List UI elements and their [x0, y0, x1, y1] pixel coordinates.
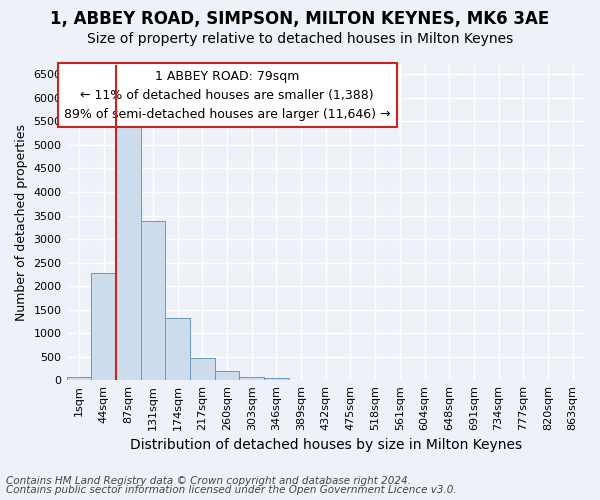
Y-axis label: Number of detached properties: Number of detached properties — [15, 124, 28, 321]
Text: 1, ABBEY ROAD, SIMPSON, MILTON KEYNES, MK6 3AE: 1, ABBEY ROAD, SIMPSON, MILTON KEYNES, M… — [50, 10, 550, 28]
Text: Contains HM Land Registry data © Crown copyright and database right 2024.: Contains HM Land Registry data © Crown c… — [6, 476, 411, 486]
Bar — [264, 378, 289, 380]
Text: Contains public sector information licensed under the Open Government Licence v3: Contains public sector information licen… — [6, 485, 457, 495]
Bar — [165, 318, 190, 380]
Text: 1 ABBEY ROAD: 79sqm
← 11% of detached houses are smaller (1,388)
89% of semi-det: 1 ABBEY ROAD: 79sqm ← 11% of detached ho… — [64, 70, 391, 120]
Bar — [91, 273, 116, 380]
Bar — [67, 377, 91, 380]
Bar — [190, 358, 215, 380]
Bar — [215, 372, 239, 380]
Bar — [140, 221, 165, 380]
Text: Size of property relative to detached houses in Milton Keynes: Size of property relative to detached ho… — [87, 32, 513, 46]
Bar — [116, 125, 140, 380]
Bar — [239, 376, 264, 380]
X-axis label: Distribution of detached houses by size in Milton Keynes: Distribution of detached houses by size … — [130, 438, 522, 452]
